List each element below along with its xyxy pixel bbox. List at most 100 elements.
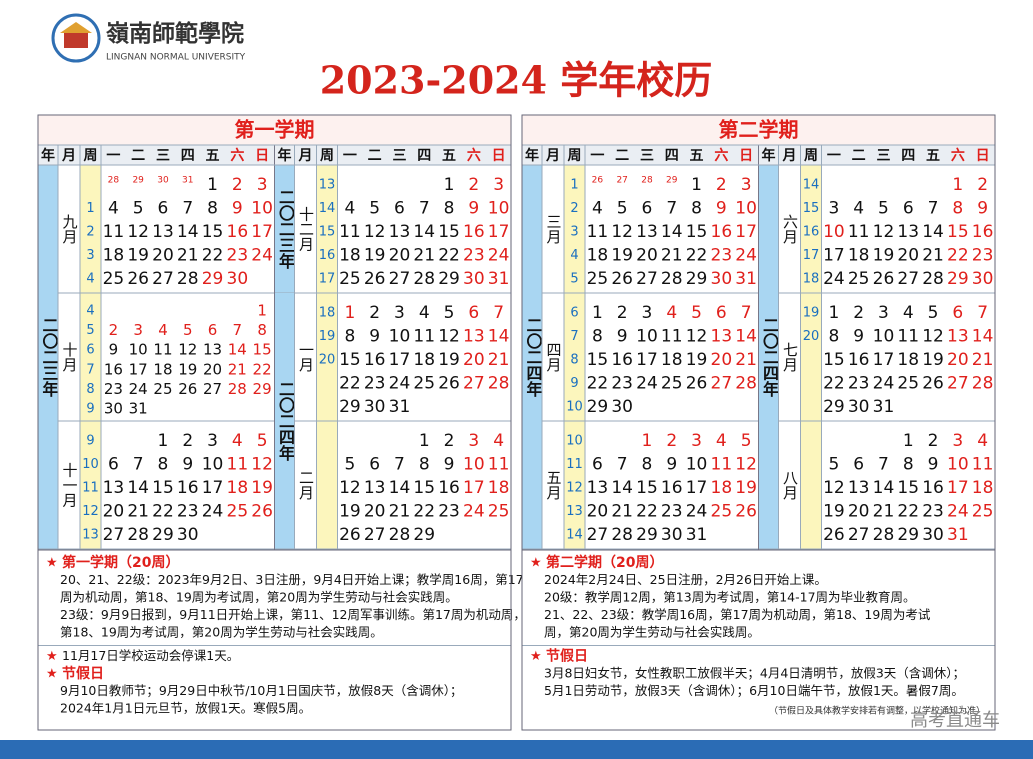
week-column (800, 165, 822, 550)
day-number: 20 (636, 246, 658, 266)
day-number: 15 (587, 350, 609, 370)
week-number: 4 (86, 303, 94, 318)
day-number: 12 (364, 222, 386, 242)
day-number: 14 (611, 478, 633, 498)
day-number: 16 (611, 350, 633, 370)
day-number: 14 (177, 222, 199, 242)
week-number: 10 (566, 433, 583, 448)
day-number: 18 (661, 350, 683, 370)
year-label: 二〇二四年 (524, 317, 543, 398)
day-number: 9 (853, 326, 864, 346)
day-number: 6 (108, 454, 119, 474)
day-number: 13 (711, 326, 733, 346)
day-number: 17 (947, 478, 969, 498)
day-number: 17 (389, 350, 411, 370)
month-label: 十一月 (61, 463, 79, 509)
day-number: 9 (109, 341, 119, 359)
column-header: 周 (84, 148, 98, 164)
day-number: 26 (823, 525, 845, 545)
day-number: 10 (823, 222, 845, 242)
day-number: 15 (339, 350, 361, 370)
week-number: 18 (803, 272, 820, 287)
day-number: 20 (364, 502, 386, 522)
day-number: 31 (735, 269, 757, 289)
column-header: 年 (278, 147, 292, 164)
day-number: 5 (257, 431, 268, 451)
day-number: 23 (438, 502, 460, 522)
day-number: 5 (344, 454, 355, 474)
day-number: 22 (897, 502, 919, 522)
month-label: 三月 (545, 214, 563, 245)
day-number: 15 (947, 222, 969, 242)
day-number: 14 (972, 326, 994, 346)
day-number: 21 (413, 246, 435, 266)
prev-month-day: 29 (666, 175, 678, 185)
month-label: 四月 (545, 342, 563, 373)
day-number: 28 (228, 380, 247, 398)
day-number: 5 (741, 431, 752, 451)
day-number: 17 (488, 222, 510, 242)
day-number: 31 (389, 397, 411, 417)
column-header: 五 (206, 148, 220, 164)
week-number: 9 (86, 433, 94, 448)
prev-month-day: 31 (182, 175, 193, 185)
week-number: 9 (570, 376, 578, 391)
day-number: 26 (178, 380, 197, 398)
note-star: ★ (46, 556, 58, 571)
day-number: 1 (903, 431, 914, 451)
day-number: 7 (133, 454, 144, 474)
week-number: 4 (86, 272, 94, 287)
day-number: 7 (233, 321, 243, 339)
day-number: 8 (952, 198, 963, 218)
day-number: 21 (228, 360, 247, 378)
prev-month-day: 28 (108, 175, 120, 185)
day-number: 14 (488, 326, 510, 346)
week-number: 2 (570, 201, 578, 216)
day-number: 24 (129, 380, 148, 398)
week-number: 12 (566, 481, 583, 496)
day-number: 20 (947, 350, 969, 370)
day-number: 2 (853, 303, 864, 323)
day-number: 10 (463, 454, 485, 474)
day-number: 2 (369, 303, 380, 323)
day-number: 29 (413, 525, 435, 545)
day-number: 5 (691, 303, 702, 323)
year-label: 二〇二四年 (760, 317, 779, 398)
week-number: 7 (570, 329, 578, 344)
day-number: 2 (444, 431, 455, 451)
week-number: 14 (803, 177, 820, 192)
week-number: 3 (86, 248, 94, 263)
day-number: 11 (587, 222, 609, 242)
day-number: 9 (182, 454, 193, 474)
column-header: 二 (852, 148, 866, 164)
day-number: 17 (202, 478, 224, 498)
column-header: 月 (545, 148, 560, 164)
day-number: 14 (873, 478, 895, 498)
day-number: 23 (848, 374, 870, 394)
day-number: 8 (828, 326, 839, 346)
day-number: 15 (686, 222, 708, 242)
day-number: 6 (903, 198, 914, 218)
day-number: 23 (922, 502, 944, 522)
day-number: 26 (735, 502, 757, 522)
day-number: 5 (133, 198, 144, 218)
week-number: 18 (319, 305, 336, 320)
day-number: 17 (251, 222, 273, 242)
note-line: 第18、19周为考试周，第20周为学生劳动与社会实践周。 (60, 625, 383, 640)
day-number: 6 (952, 303, 963, 323)
day-number: 14 (127, 478, 149, 498)
day-number: 8 (257, 321, 267, 339)
day-number: 21 (735, 350, 757, 370)
day-number: 31 (873, 397, 895, 417)
day-number: 31 (129, 400, 148, 418)
note-heading: 节假日 (62, 665, 104, 682)
day-number: 7 (977, 303, 988, 323)
day-number: 22 (438, 246, 460, 266)
day-number: 15 (636, 478, 658, 498)
week-number: 19 (319, 329, 336, 344)
day-number: 11 (339, 222, 361, 242)
day-number: 3 (741, 175, 752, 195)
day-number: 30 (611, 397, 633, 417)
day-number: 4 (977, 431, 988, 451)
day-number: 19 (873, 246, 895, 266)
